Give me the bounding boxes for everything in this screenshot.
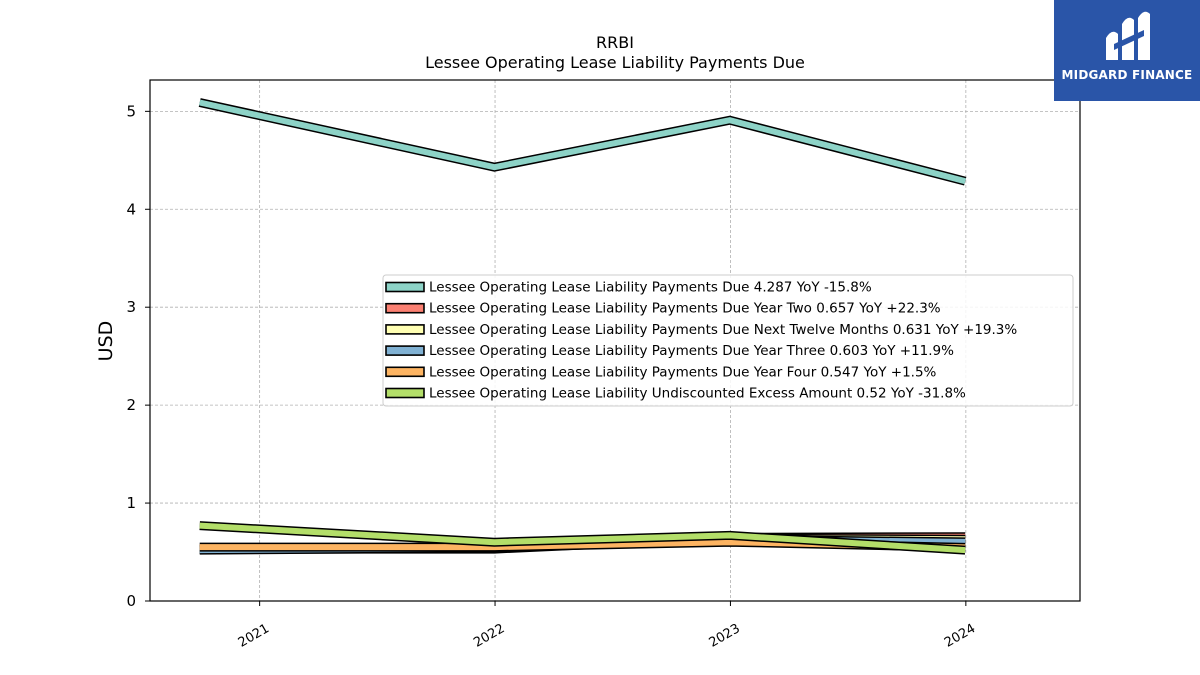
legend-swatch: [385, 324, 425, 335]
x-tick-label: 2024: [942, 621, 978, 651]
legend-swatch: [385, 387, 425, 399]
brand-logo: MIDGARD FINANCE: [1054, 0, 1200, 101]
chart-subtitle: Lessee Operating Lease Liability Payment…: [425, 53, 805, 72]
legend-entry: Lessee Operating Lease Liability Payment…: [429, 364, 937, 380]
legend-entry: Lessee Operating Lease Liability Payment…: [429, 343, 954, 359]
y-tick-label: 1: [126, 494, 136, 512]
legend-entry: Lessee Operating Lease Liability Payment…: [429, 301, 941, 317]
y-tick-label: 2: [126, 396, 136, 414]
series-line-outline: [198, 98, 967, 186]
series-layer: [198, 98, 967, 555]
series-line: [199, 522, 966, 554]
legend-swatch: [385, 281, 425, 293]
legend-swatch: [385, 366, 425, 378]
x-axis: 2021 2022 2023 2024: [236, 601, 978, 651]
x-tick-label: 2022: [471, 621, 507, 651]
series-line: [199, 99, 966, 185]
y-tick-label: 0: [126, 592, 136, 610]
legend-entry: Lessee Operating Lease Liability Payment…: [429, 322, 1017, 338]
logo-text: MIDGARD FINANCE: [1061, 68, 1193, 82]
legend-entry: Lessee Operating Lease Liability Payment…: [429, 280, 872, 296]
logo-mark-icon: [1106, 11, 1150, 60]
y-axis: 0 1 2 3 4 5: [126, 102, 150, 610]
y-tick-label: 3: [126, 298, 136, 316]
x-tick-label: 2021: [236, 621, 272, 651]
plot-frame: [149, 79, 1081, 602]
y-tick-label: 5: [126, 102, 136, 120]
legend-swatch: [385, 302, 425, 314]
y-axis-label: USD: [95, 321, 117, 362]
legend-swatch: [385, 345, 425, 356]
legend[interactable]: Lessee Operating Lease Liability Payment…: [382, 274, 1074, 407]
chart-title: RRBI: [596, 33, 634, 52]
legend-entry: Lessee Operating Lease Liability Undisco…: [429, 386, 966, 402]
x-tick-label: 2023: [707, 621, 743, 651]
y-tick-label: 4: [126, 200, 136, 218]
legend-box: [382, 274, 1074, 407]
